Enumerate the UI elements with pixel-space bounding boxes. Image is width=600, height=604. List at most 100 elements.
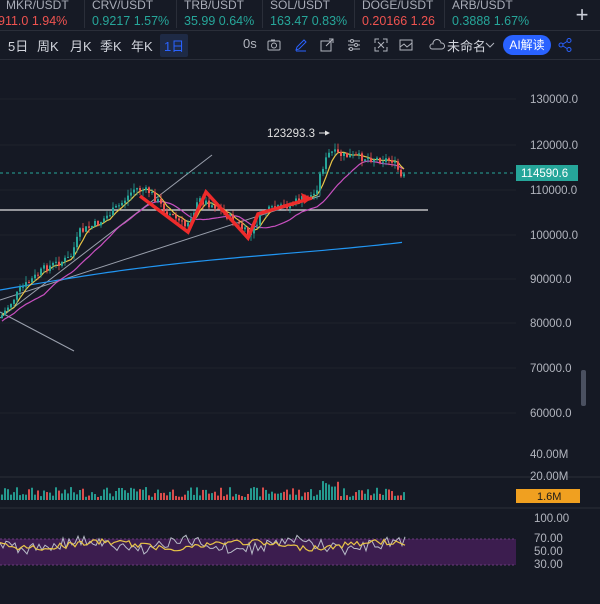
candle-body [19,286,21,292]
ticker-price: 0.9217 1.57% [92,14,169,28]
volume-bar [319,490,321,500]
candle-body [391,160,393,163]
chevron-down-icon[interactable] [482,37,498,53]
candle-body [379,157,381,163]
candle-body [1,315,3,318]
rsi-line-yellow [0,537,406,552]
candle-body [82,228,84,232]
candle-body [13,299,15,304]
volume-bar [376,487,378,500]
candle-body [271,206,273,208]
candle-body [100,222,102,226]
volume-bar [82,488,84,500]
volume-bar [277,493,279,500]
volume-bars [1,481,405,500]
share-icon[interactable] [557,37,573,53]
volume-bar [220,487,222,500]
volume-bar [253,487,255,500]
volume-bar [88,495,90,500]
volume-axis[interactable]: 40.00M 20.00M [530,449,568,483]
candle-body [337,149,339,153]
candle-body [232,214,234,223]
camera-icon[interactable] [266,37,282,53]
volume-bar [214,491,216,500]
countdown-label: 0s [243,36,257,51]
volume-bar [322,481,324,500]
ticker-last: 0.9217 [92,14,131,28]
volume-bar [10,494,12,500]
volume-bar [358,490,360,500]
volume-axis-label: 20.00M [530,471,568,483]
candle-body [364,159,366,161]
volume-bar [97,496,99,500]
share-out-icon[interactable] [319,37,335,53]
ticker-item[interactable]: CRV/USDT 0.9217 1.57% [84,0,172,30]
timeframe-quarterly[interactable]: 季K [100,39,122,54]
volume-bar [181,496,183,500]
volume-bar [199,495,201,500]
candle-body [37,274,39,276]
price-axis-scroll-handle[interactable] [581,370,586,406]
add-tab-button[interactable]: + [564,0,600,30]
volume-bar [313,496,315,500]
layout-name[interactable]: 未命名 [447,39,487,54]
ai-analysis-button[interactable]: AI解读 [503,35,551,55]
fullscreen-icon[interactable] [373,37,389,53]
volume-axis-label: 40.00M [530,449,568,461]
volume-bar [241,496,243,500]
candle-body [94,221,96,226]
ticker-item[interactable]: DOGE/USDT 0.20166 1.26 [354,0,442,30]
candle-body [49,265,51,271]
price-axis[interactable]: 130000.0 120000.0 110000.0 100000.0 90000.0 8… [530,94,578,420]
volume-bar [256,487,258,500]
volume-bar [73,492,75,500]
timeframe-yearly[interactable]: 年K [131,39,153,54]
candle-body [34,274,36,279]
volume-bar [403,492,405,500]
ticker-separator [262,0,263,28]
zigzag-arrow-annotation[interactable] [138,188,313,242]
volume-bar [22,494,24,500]
volume-bar [154,493,156,500]
candle-body [7,307,9,311]
ticker-change: 1.94% [31,14,68,28]
candle-body [244,227,246,230]
ticker-last: 163.47 [270,14,309,28]
chart-area[interactable]: 123293.3 130000.0 120000.0 110000.0 100000.… [0,60,600,599]
timeframe-monthly[interactable]: 月K [70,39,92,54]
candle-body [148,187,150,194]
ticker-item[interactable]: ARB/USDT 0.3888 1.67% [444,0,532,30]
rsi-axis-label: 30.00 [534,559,563,571]
candle-body [139,188,141,191]
volume-bar [289,494,291,500]
ticker-price: 163.47 0.83% [270,14,347,28]
ticker-item[interactable]: MKR/USDT 911.0 1.94% [0,0,86,30]
candle-body [70,256,72,258]
candle-body [190,218,192,223]
candle-body [64,257,66,262]
volume-bar [1,494,3,500]
ma-magenta-line [1,160,405,322]
ticker-price: 0.20166 1.26 [362,14,435,28]
candle-body [109,215,111,217]
trendline-drawings[interactable] [0,154,321,352]
candle-body [205,200,207,205]
timeframe-5d[interactable]: 5日 [8,39,29,54]
candle-body [52,262,54,266]
volume-bar [136,491,138,500]
pencil-icon[interactable] [293,37,309,53]
cloud-icon[interactable] [428,37,446,53]
settings-icon[interactable] [346,37,362,53]
ma-blue-line [0,241,403,291]
volume-bar [286,489,288,500]
snapshot-icon[interactable] [398,37,414,53]
volume-bar [7,489,9,500]
timeframe-daily[interactable]: 1日 [160,34,189,57]
ticker-item[interactable]: SOL/USDT 163.47 0.83% [262,0,350,30]
volume-bar [361,490,363,500]
volume-bar [115,490,117,500]
ticker-item[interactable]: TRB/USDT 35.99 0.64% [176,0,264,30]
ticker-change: 0.64% [218,14,255,28]
timeframe-weekly[interactable]: 周K [37,39,59,54]
